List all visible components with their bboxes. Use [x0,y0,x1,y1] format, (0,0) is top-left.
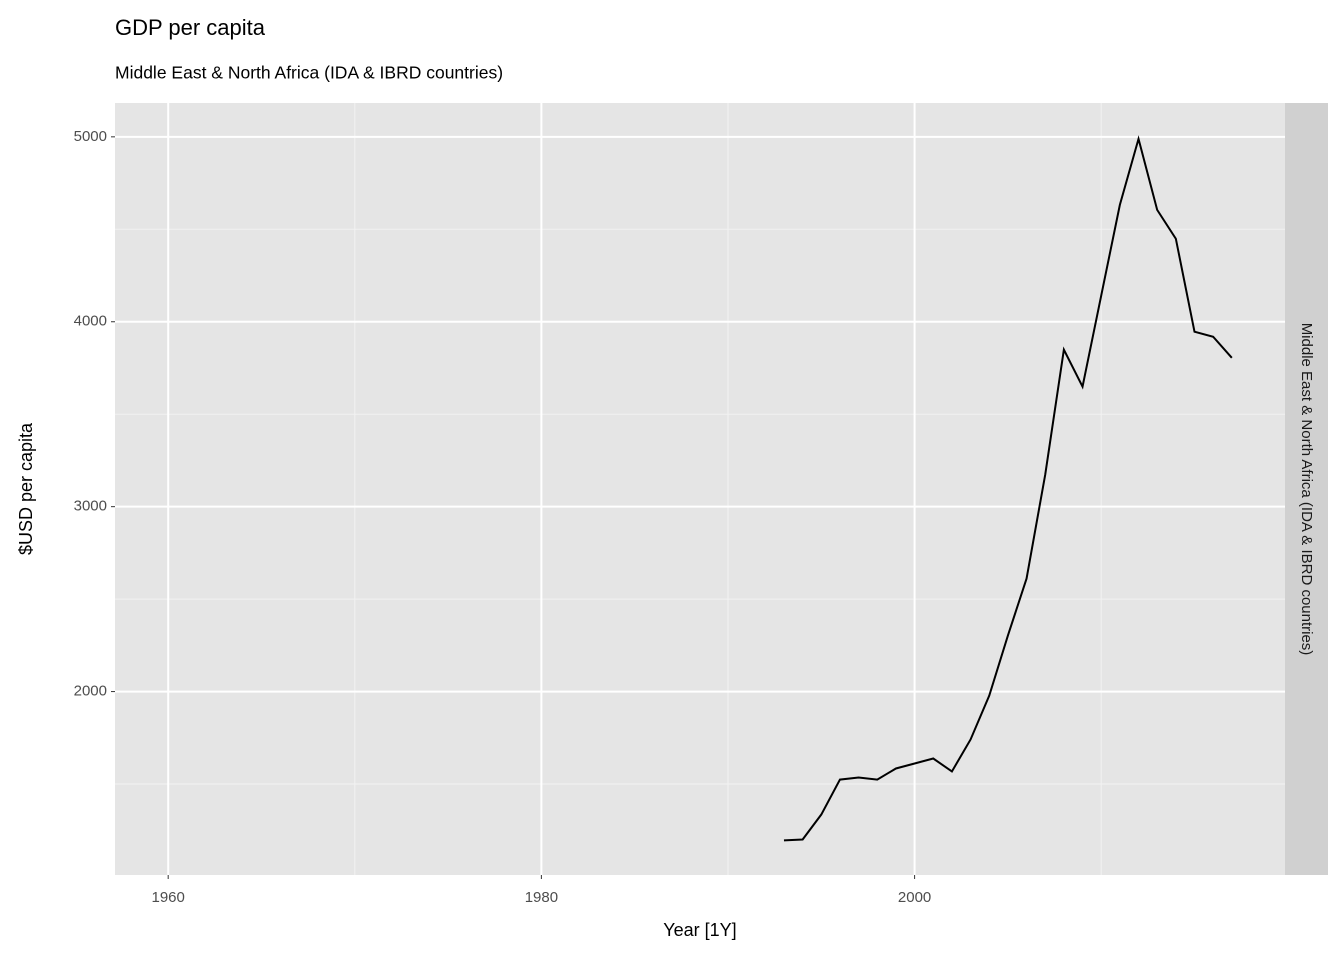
y-tick-label: 2000 [74,683,107,700]
y-tick-label: 5000 [74,128,107,145]
y-tick-label: 3000 [74,498,107,515]
chart-title: GDP per capita [115,15,266,40]
y-axis-title: $USD per capita [16,422,36,555]
line [783,135,1233,842]
facet-label: Middle East & North Africa (IDA & IBRD c… [1298,323,1315,656]
y-tick-label: 4000 [74,313,107,330]
facet-strip [1285,103,1328,875]
x-tick-label: 1980 [525,889,558,906]
x-axis-title: Year [1Y] [663,920,736,940]
x-tick-label: 1960 [151,889,184,906]
chart-subtitle: Middle East & North Africa (IDA & IBRD c… [115,63,503,83]
panel [115,103,1285,875]
x-tick-label: 2000 [898,889,931,906]
